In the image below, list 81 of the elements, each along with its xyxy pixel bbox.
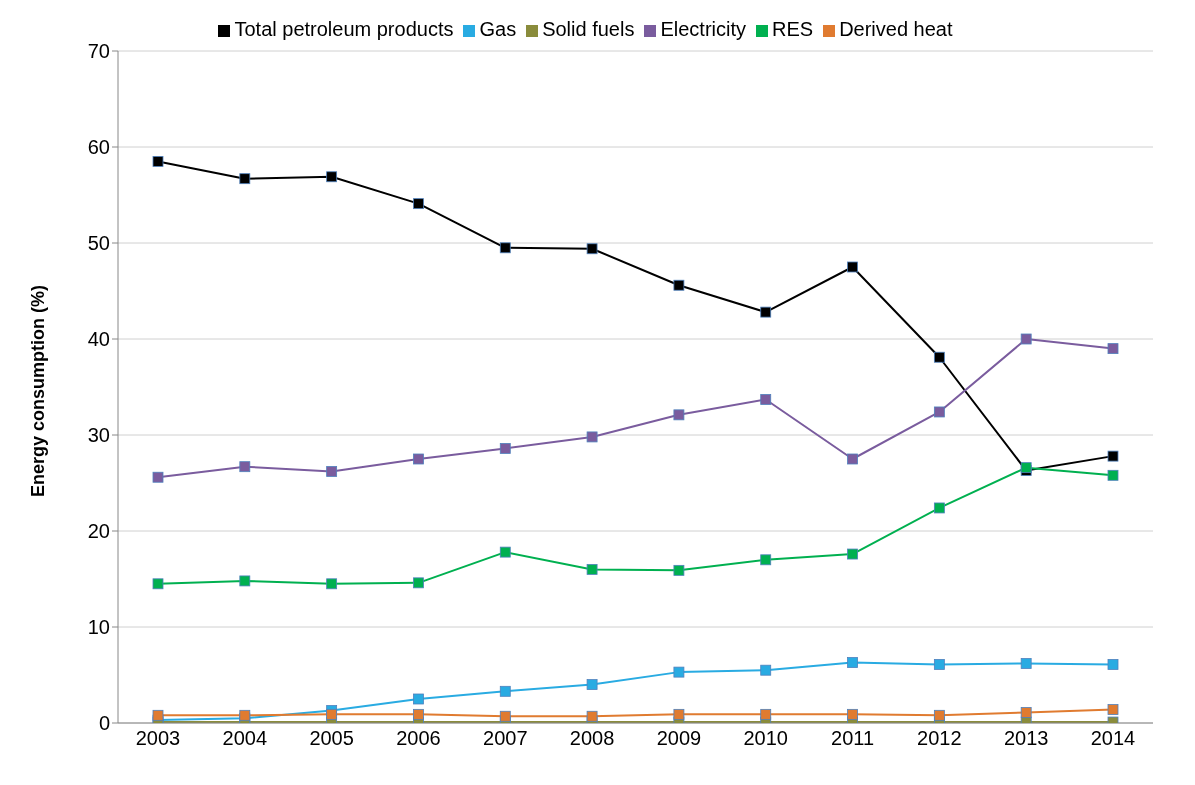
point <box>499 710 511 722</box>
legend-label: RES <box>772 18 814 40</box>
point <box>586 564 598 575</box>
point <box>326 708 338 720</box>
point <box>152 709 164 721</box>
x-tick-label: 2006 <box>396 727 441 750</box>
legend-label: Total petroleum products <box>234 18 454 40</box>
point <box>933 709 945 721</box>
point <box>1107 469 1119 481</box>
point <box>1107 450 1119 462</box>
point <box>413 577 424 589</box>
point <box>760 554 772 566</box>
point <box>413 693 424 705</box>
y-tick-label: 40 <box>87 328 110 351</box>
point <box>586 710 598 722</box>
point <box>586 431 598 443</box>
point <box>933 502 945 514</box>
point <box>760 664 772 676</box>
point <box>847 657 858 668</box>
point <box>1107 704 1119 715</box>
point <box>673 666 685 678</box>
point <box>1020 707 1032 718</box>
point <box>413 453 424 465</box>
point <box>760 394 772 405</box>
point <box>586 679 598 690</box>
y-tick-label: 20 <box>87 520 110 543</box>
legend-label: Solid fuels <box>542 18 635 40</box>
point <box>413 708 424 720</box>
point <box>152 156 164 167</box>
x-tick-label: 2010 <box>743 727 788 750</box>
point <box>239 575 251 587</box>
legend-label: Gas <box>479 18 517 40</box>
point <box>239 173 251 185</box>
point <box>499 443 511 454</box>
point <box>673 279 685 291</box>
x-tick-label: 2005 <box>309 727 354 750</box>
point <box>499 242 511 254</box>
point <box>586 243 598 255</box>
x-tick-label: 2003 <box>135 727 181 750</box>
y-tick-label: 50 <box>87 232 110 255</box>
y-tick-label: 60 <box>87 136 110 159</box>
point <box>1107 659 1119 670</box>
y-tick-label: 0 <box>98 712 110 735</box>
x-tick-label: 2009 <box>656 727 702 750</box>
point <box>933 406 945 418</box>
point <box>847 261 858 273</box>
point <box>413 198 424 210</box>
point <box>760 708 772 720</box>
point <box>499 685 511 697</box>
point <box>673 409 685 421</box>
point <box>1020 333 1032 345</box>
point <box>847 453 858 465</box>
point <box>933 659 945 670</box>
x-tick-label: 2007 <box>483 727 528 750</box>
y-tick-label: 30 <box>87 424 110 447</box>
point <box>326 578 338 590</box>
y-axis-title: Energy consumption (%) <box>28 284 49 497</box>
x-tick-label: 2013 <box>1003 727 1049 750</box>
point <box>1107 343 1119 354</box>
point <box>847 708 858 720</box>
point <box>152 578 164 590</box>
point <box>933 351 945 363</box>
legend-label: Electricity <box>660 18 747 40</box>
x-tick-label: 2008 <box>569 727 615 750</box>
point <box>152 471 164 483</box>
x-tick-label: 2011 <box>831 727 875 750</box>
point <box>1020 658 1032 669</box>
point <box>673 564 685 576</box>
point <box>847 548 858 560</box>
y-tick-label: 10 <box>87 616 110 639</box>
point <box>760 306 772 318</box>
point <box>239 461 251 473</box>
point <box>673 708 685 720</box>
x-tick-label: 2014 <box>1090 727 1136 750</box>
point <box>499 546 511 558</box>
x-tick-label: 2004 <box>222 727 268 750</box>
point <box>326 466 338 477</box>
legend-label: Derived heat <box>839 18 953 40</box>
point <box>326 171 338 183</box>
x-tick-label: 2012 <box>917 727 962 750</box>
y-tick-label: 70 <box>87 40 110 63</box>
